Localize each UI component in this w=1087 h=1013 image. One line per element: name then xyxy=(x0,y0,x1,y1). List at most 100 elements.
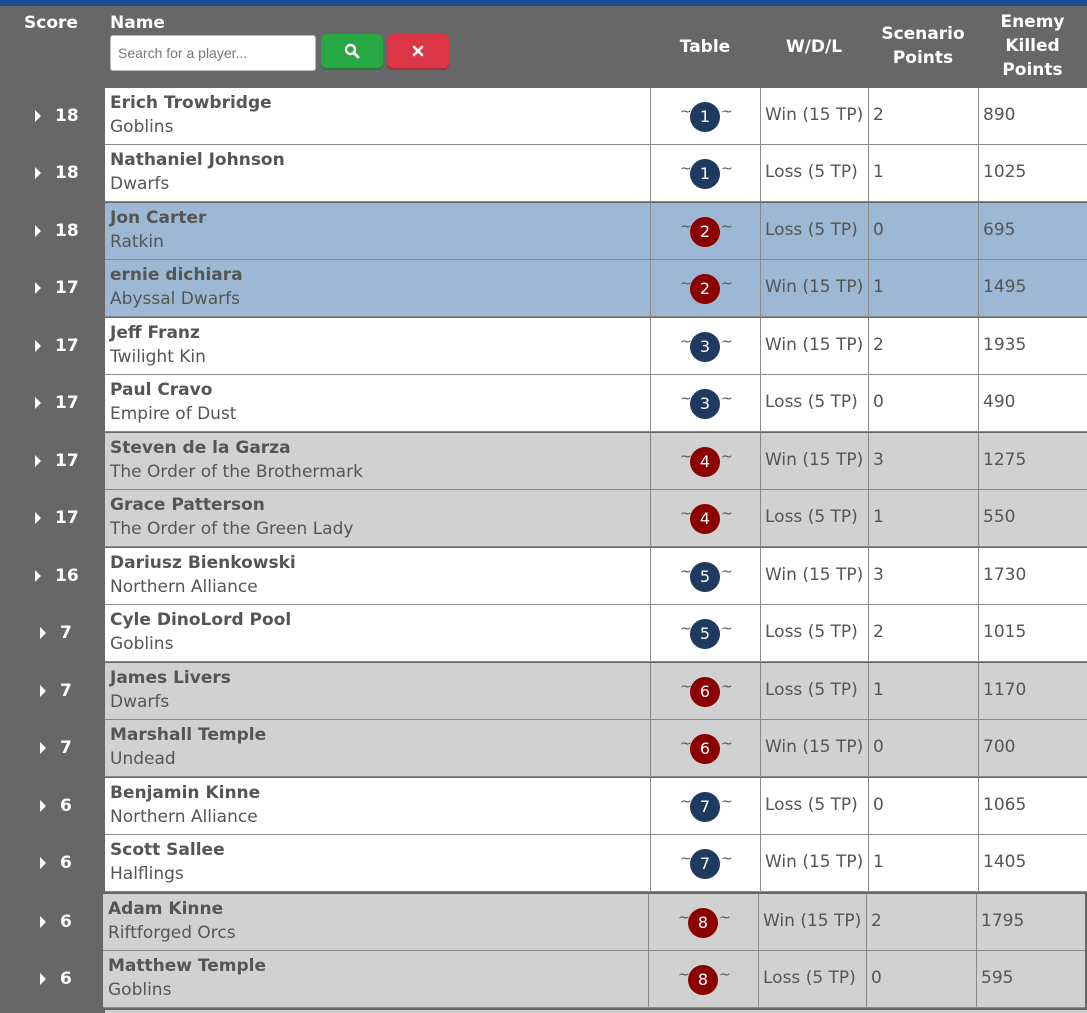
score-cell[interactable]: 17 xyxy=(0,318,105,375)
table-row[interactable]: 6 Benjamin Kinne Northern Alliance ~7 ~ Loss … xyxy=(0,778,1087,835)
header-enemy-killed-points[interactable]: Enemy Killed Points xyxy=(978,10,1087,82)
enemy-killed-cell: 1275 xyxy=(978,433,1087,490)
score-cell[interactable]: 17 xyxy=(0,260,105,317)
player-name: Jeff Franz xyxy=(110,323,200,343)
expand-caret-icon[interactable] xyxy=(40,800,46,812)
score-cell[interactable]: 18 xyxy=(0,88,105,145)
scenario-points-cell: 3 xyxy=(868,433,978,490)
score-cell[interactable]: 6 xyxy=(0,951,105,1008)
player-name: Steven de la Garza xyxy=(110,438,291,458)
tilde-right: ~ xyxy=(721,736,733,752)
table-row[interactable]: 16 Dariusz Bienkowski Northern Alliance ~5 ~… xyxy=(0,548,1087,605)
row-cells: Cyle DinoLord Pool Goblins ~5 ~ Loss (5 TP) 2… xyxy=(105,605,1087,662)
score-cell[interactable]: 6 xyxy=(0,894,105,951)
table-row[interactable]: 18 Erich Trowbridge Goblins ~1 ~ Win (15 TP) 2… xyxy=(0,88,1087,145)
player-score: 16 xyxy=(55,566,79,586)
search-button[interactable] xyxy=(321,34,383,68)
name-cell: ernie dichiara Abyssal Dwarfs xyxy=(105,260,650,317)
score-cell[interactable]: 7 xyxy=(0,663,105,720)
score-cell[interactable]: 16 xyxy=(0,548,105,605)
table-row[interactable]: 7 Marshall Temple Undead ~6 ~ Win (15 TP) 0 700 xyxy=(0,720,1087,777)
expand-caret-icon[interactable] xyxy=(40,857,46,869)
wdl-result: Loss (5 TP) xyxy=(765,220,858,240)
name-cell: Matthew Temple Goblins xyxy=(103,951,648,1008)
expand-caret-icon[interactable] xyxy=(35,225,41,237)
wdl-cell: Loss (5 TP) xyxy=(760,605,868,662)
wdl-result: Win (15 TP) xyxy=(765,737,864,757)
expand-caret-icon[interactable] xyxy=(40,685,46,697)
scenario-points: 1 xyxy=(873,852,884,872)
table-row[interactable]: 17 Jeff Franz Twilight Kin ~3 ~ Win (15 TP) 2 1… xyxy=(0,318,1087,375)
header-name[interactable]: Name xyxy=(110,13,165,33)
expand-caret-icon[interactable] xyxy=(40,916,46,928)
table-cell: ~5 ~ xyxy=(650,605,760,662)
row-cells: Benjamin Kinne Northern Alliance ~7 ~ Loss (… xyxy=(105,778,1087,835)
score-cell[interactable]: 17 xyxy=(0,433,105,490)
header-scenario-points[interactable]: Scenario Points xyxy=(868,22,978,70)
scenario-points: 3 xyxy=(873,565,884,585)
tilde-right: ~ xyxy=(721,391,733,407)
scenario-points-cell: 0 xyxy=(868,375,978,432)
wdl-cell: Win (15 TP) xyxy=(760,433,868,490)
tilde-right: ~ xyxy=(721,506,733,522)
table-row[interactable]: 6 Adam Kinne Riftforged Orcs ~8 ~ Win (15 TP)… xyxy=(0,894,1087,951)
enemy-killed-cell: 1065 xyxy=(978,778,1087,835)
header-table[interactable]: Table xyxy=(679,37,731,57)
score-cell[interactable]: 6 xyxy=(0,778,105,835)
scenario-points: 3 xyxy=(873,450,884,470)
expand-caret-icon[interactable] xyxy=(35,512,41,524)
header-wdl[interactable]: W/D/L xyxy=(785,37,843,57)
expand-caret-icon[interactable] xyxy=(35,455,41,467)
expand-caret-icon[interactable] xyxy=(35,570,41,582)
table-row[interactable]: 7 Cyle DinoLord Pool Goblins ~5 ~ Loss (5 TP)… xyxy=(0,605,1087,662)
row-cells: Nathaniel Johnson Dwarfs ~1 ~ Loss (5 TP) 1 10… xyxy=(105,145,1087,202)
player-search-input[interactable] xyxy=(110,35,316,71)
table-row[interactable]: 17 Steven de la Garza The Order of the Bro… xyxy=(0,433,1087,490)
clear-search-button[interactable] xyxy=(387,34,449,68)
row-cells: Scott Sallee Halflings ~7 ~ Win (15 TP) 1 1405 xyxy=(105,835,1087,892)
score-cell[interactable]: 6 xyxy=(0,835,105,892)
table-cell: ~1 ~ xyxy=(650,88,760,145)
scenario-points: 2 xyxy=(873,105,884,125)
expand-caret-icon[interactable] xyxy=(40,742,46,754)
wdl-cell: Win (15 TP) xyxy=(760,260,868,317)
table-row[interactable]: 6 Matthew Temple Goblins ~8 ~ Loss (5 TP) 0 595 xyxy=(0,951,1087,1008)
score-cell[interactable]: 17 xyxy=(0,375,105,432)
expand-caret-icon[interactable] xyxy=(35,167,41,179)
enemy-killed-cell: 1405 xyxy=(978,835,1087,892)
player-score: 17 xyxy=(55,393,79,413)
table-cell: ~3 ~ xyxy=(650,375,760,432)
table-row[interactable]: 17 Grace Patterson The Order of the Green … xyxy=(0,490,1087,547)
player-score: 18 xyxy=(55,221,79,241)
table-row[interactable]: 6 Scott Sallee Halflings ~7 ~ Win (15 TP) 1 140… xyxy=(0,835,1087,892)
table-row[interactable]: 18 Jon Carter Ratkin ~2 ~ Loss (5 TP) 0 695 xyxy=(0,203,1087,260)
tilde-right: ~ xyxy=(721,161,733,177)
player-score: 6 xyxy=(60,969,72,989)
expand-caret-icon[interactable] xyxy=(40,627,46,639)
table-row[interactable]: 17 Paul Cravo Empire of Dust ~3 ~ Loss (5 TP)… xyxy=(0,375,1087,432)
scenario-points: 1 xyxy=(873,162,884,182)
expand-caret-icon[interactable] xyxy=(35,397,41,409)
wdl-result: Loss (5 TP) xyxy=(765,622,858,642)
score-cell[interactable]: 7 xyxy=(0,605,105,662)
score-cell[interactable]: 7 xyxy=(0,720,105,777)
expand-caret-icon[interactable] xyxy=(35,110,41,122)
row-cells: Jeff Franz Twilight Kin ~3 ~ Win (15 TP) 2 193… xyxy=(105,318,1087,375)
enemy-killed-points: 595 xyxy=(981,968,1014,988)
row-cells: ernie dichiara Abyssal Dwarfs ~2 ~ Win (15 T… xyxy=(105,260,1087,317)
header-enemy-line-1: Enemy xyxy=(1000,12,1065,32)
header-score[interactable]: Score xyxy=(24,13,78,33)
expand-caret-icon[interactable] xyxy=(35,340,41,352)
table-row[interactable]: 7 James Livers Dwarfs ~6 ~ Loss (5 TP) 1 1170 xyxy=(0,663,1087,720)
score-cell[interactable]: 18 xyxy=(0,145,105,202)
table-cell: ~5 ~ xyxy=(650,548,760,605)
score-cell[interactable]: 17 xyxy=(0,490,105,547)
top-accent-bar xyxy=(0,0,1087,6)
expand-caret-icon[interactable] xyxy=(35,282,41,294)
table-row[interactable]: 17 ernie dichiara Abyssal Dwarfs ~2 ~ Win (15… xyxy=(0,260,1087,317)
expand-caret-icon[interactable] xyxy=(40,973,46,985)
table-row[interactable]: 18 Nathaniel Johnson Dwarfs ~1 ~ Loss (5 TP) 1… xyxy=(0,145,1087,202)
enemy-killed-cell: 490 xyxy=(978,375,1087,432)
score-cell[interactable]: 18 xyxy=(0,203,105,260)
player-score: 6 xyxy=(60,912,72,932)
